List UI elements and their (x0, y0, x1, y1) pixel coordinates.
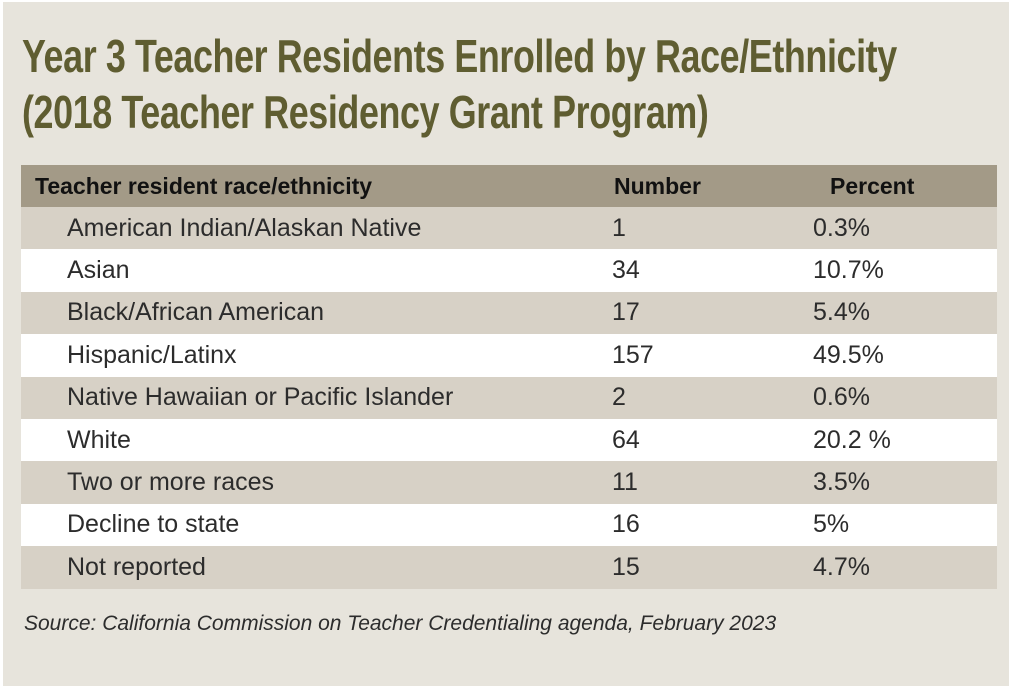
table-row: Not reported 15 4.7% (21, 546, 997, 589)
number-cell: 11 (612, 468, 638, 497)
race-cell: Asian (67, 256, 130, 285)
table-row: Hispanic/Latinx 157 49.5% (21, 334, 997, 377)
table-row: Asian 34 10.7% (21, 249, 997, 292)
table-row: Black/African American 17 5.4% (21, 291, 997, 335)
title-line-2: (2018 Teacher Residency Grant Program) (22, 86, 709, 138)
table-header-row: Teacher resident race/ethnicity Number P… (21, 165, 997, 207)
title-line-1: Year 3 Teacher Residents Enrolled by Rac… (22, 30, 897, 82)
header-number: Number (614, 172, 701, 199)
race-cell: American Indian/Alaskan Native (67, 213, 422, 242)
race-cell: Two or more races (67, 468, 275, 497)
percent-cell: 10.7% (813, 256, 884, 285)
percent-cell: 5.4% (813, 298, 870, 327)
table-row: Decline to state 16 5% (21, 503, 997, 547)
page-title: Year 3 Teacher Residents Enrolled by Rac… (22, 28, 897, 140)
table-row: Two or more races 11 3.5% (21, 461, 997, 504)
race-cell: Decline to state (67, 510, 240, 539)
number-cell: 157 (612, 340, 654, 369)
percent-cell: 0.6% (813, 383, 870, 412)
table-row: American Indian/Alaskan Native 1 0.3% (21, 207, 997, 250)
number-cell: 64 (612, 425, 640, 454)
number-cell: 2 (612, 383, 626, 412)
race-cell: Native Hawaiian or Pacific Islander (67, 383, 454, 412)
race-cell: Not reported (67, 552, 206, 581)
percent-cell: 3.5% (813, 468, 870, 497)
number-cell: 15 (612, 552, 640, 581)
table-row: White 64 20.2 % (21, 418, 997, 462)
race-cell: Black/African American (67, 298, 325, 327)
number-cell: 17 (612, 298, 640, 327)
percent-cell: 5% (813, 510, 850, 539)
number-cell: 16 (612, 510, 640, 539)
infographic-card: Year 3 Teacher Residents Enrolled by Rac… (3, 2, 1009, 686)
percent-cell: 20.2 % (813, 425, 891, 454)
race-cell: Hispanic/Latinx (67, 340, 237, 369)
number-cell: 1 (612, 213, 626, 242)
enrollment-table: Teacher resident race/ethnicity Number P… (21, 165, 997, 589)
table-row: Native Hawaiian or Pacific Islander 2 0.… (21, 376, 997, 419)
percent-cell: 4.7% (813, 552, 870, 581)
race-cell: White (67, 425, 131, 454)
number-cell: 34 (612, 256, 640, 285)
header-percent: Percent (830, 172, 915, 199)
source-note: Source: California Commission on Teacher… (24, 612, 777, 635)
percent-cell: 0.3% (813, 213, 870, 242)
percent-cell: 49.5% (813, 340, 884, 369)
header-race-ethnicity: Teacher resident race/ethnicity (35, 172, 373, 199)
